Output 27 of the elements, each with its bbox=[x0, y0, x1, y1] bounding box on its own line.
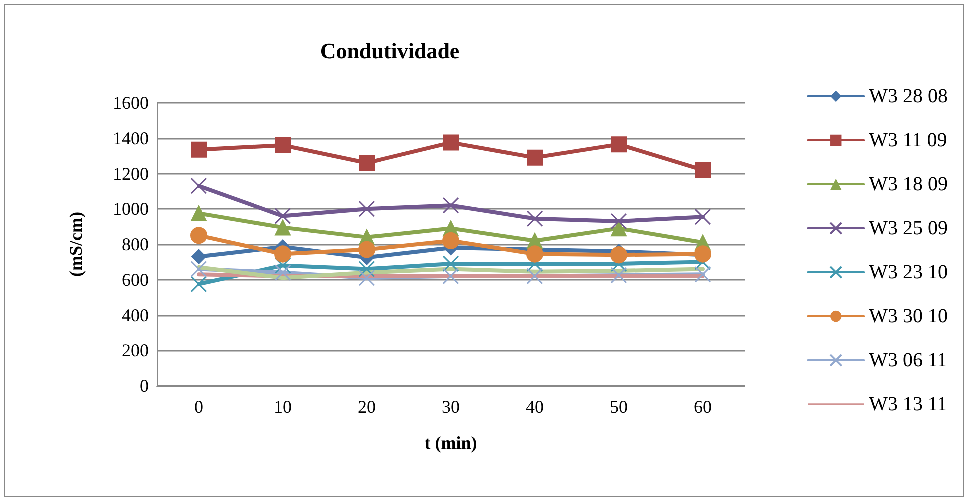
y-tick-label: 0 bbox=[140, 376, 149, 396]
x-tick-label: 30 bbox=[442, 397, 460, 417]
x-tick-label: 10 bbox=[274, 397, 292, 417]
legend-label: W3 06 11 bbox=[869, 350, 948, 372]
y-tick-label: 1000 bbox=[113, 199, 149, 220]
y-tick-label: 1200 bbox=[113, 164, 149, 184]
x-tick-label: 50 bbox=[610, 397, 628, 417]
legend-label: W3 25 09 bbox=[869, 218, 948, 240]
y-axis-title: (mS/cm) bbox=[66, 212, 86, 277]
x-tick-label: 60 bbox=[694, 397, 712, 417]
x-tick-label: 20 bbox=[358, 397, 376, 417]
legend-label: W3 30 10 bbox=[869, 306, 948, 328]
y-tick-label: 400 bbox=[122, 305, 149, 326]
y-tick-label: 1600 bbox=[113, 93, 149, 113]
chart-title: Condutividade bbox=[320, 38, 460, 64]
y-tick-label: 200 bbox=[122, 340, 149, 361]
legend-label: W3 18 09 bbox=[869, 174, 948, 196]
legend-label: W3 11 09 bbox=[869, 130, 948, 152]
x-axis-title: t (min) bbox=[424, 433, 478, 453]
y-tick-label: 800 bbox=[122, 234, 149, 254]
legend-label: W3 23 10 bbox=[869, 262, 948, 284]
x-tick-label: 0 bbox=[194, 397, 204, 417]
legend-label: W3 28 08 bbox=[869, 86, 948, 108]
x-tick-label: 40 bbox=[526, 397, 544, 417]
y-tick-label: 600 bbox=[122, 270, 149, 290]
y-tick-label: 1400 bbox=[113, 128, 149, 148]
legend-label: W3 13 11 bbox=[869, 394, 948, 416]
